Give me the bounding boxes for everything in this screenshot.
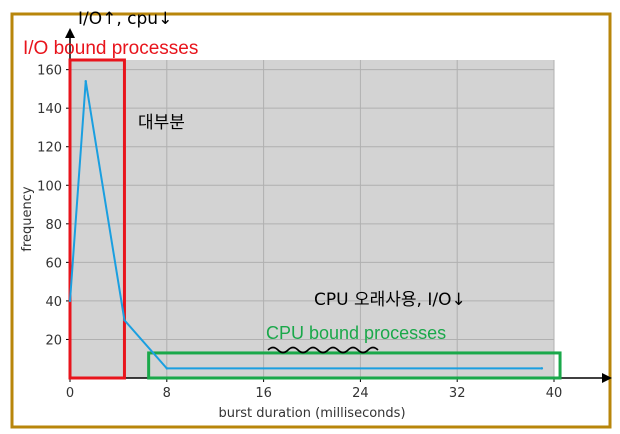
cpu-bound-box bbox=[147, 351, 562, 380]
x-axis-label: burst duration (milliseconds) bbox=[218, 406, 405, 421]
data-point-4 bbox=[540, 367, 544, 370]
data-point-2 bbox=[123, 318, 126, 322]
y-tick-label-6: 140 bbox=[37, 102, 62, 117]
plot-area bbox=[70, 60, 554, 378]
x-tick-label-5: 40 bbox=[546, 386, 563, 401]
io-bound-label: I/O bound processes bbox=[23, 38, 198, 59]
data-point-3 bbox=[165, 367, 168, 370]
y-tick-label-7: 160 bbox=[37, 64, 62, 79]
data-point-0 bbox=[68, 299, 72, 303]
cpu-bound-label: CPU bound processes bbox=[266, 323, 446, 343]
y-tick-label-1: 40 bbox=[45, 295, 62, 310]
y-tick-label-5: 120 bbox=[37, 141, 62, 156]
handwritten-squiggle bbox=[267, 346, 379, 354]
y-tick-label-2: 60 bbox=[45, 256, 62, 271]
handwritten-mid-note: 대부분 bbox=[138, 113, 185, 133]
io-bound-box bbox=[68, 58, 126, 380]
x-tick-label-1: 8 bbox=[163, 386, 171, 401]
handwritten-cpu-note: CPU 오래사용, I/O↓ bbox=[314, 290, 466, 310]
x-tick-labels: 0 8 16 24 32 40 bbox=[66, 378, 562, 401]
y-tick-label-0: 20 bbox=[45, 333, 62, 348]
data-point-1 bbox=[84, 80, 87, 83]
outer-frame bbox=[10, 12, 612, 429]
x-tick-label-3: 24 bbox=[352, 386, 369, 401]
data-points bbox=[68, 80, 544, 370]
x-tick-label-2: 16 bbox=[255, 386, 272, 401]
x-axis-arrow bbox=[602, 373, 612, 383]
y-tick-label-4: 100 bbox=[37, 179, 62, 194]
y-axis-arrow bbox=[65, 28, 75, 38]
y-tick-label-3: 80 bbox=[45, 218, 62, 233]
y-tick-labels: 20 40 60 80 100 120 140 160 bbox=[37, 64, 70, 348]
y-axis-label: frequency bbox=[20, 186, 35, 252]
handwritten-top-note: I/O↑, cpu↓ bbox=[78, 9, 172, 29]
x-tick-label-4: 32 bbox=[449, 386, 466, 401]
x-tick-label-0: 0 bbox=[66, 386, 74, 401]
